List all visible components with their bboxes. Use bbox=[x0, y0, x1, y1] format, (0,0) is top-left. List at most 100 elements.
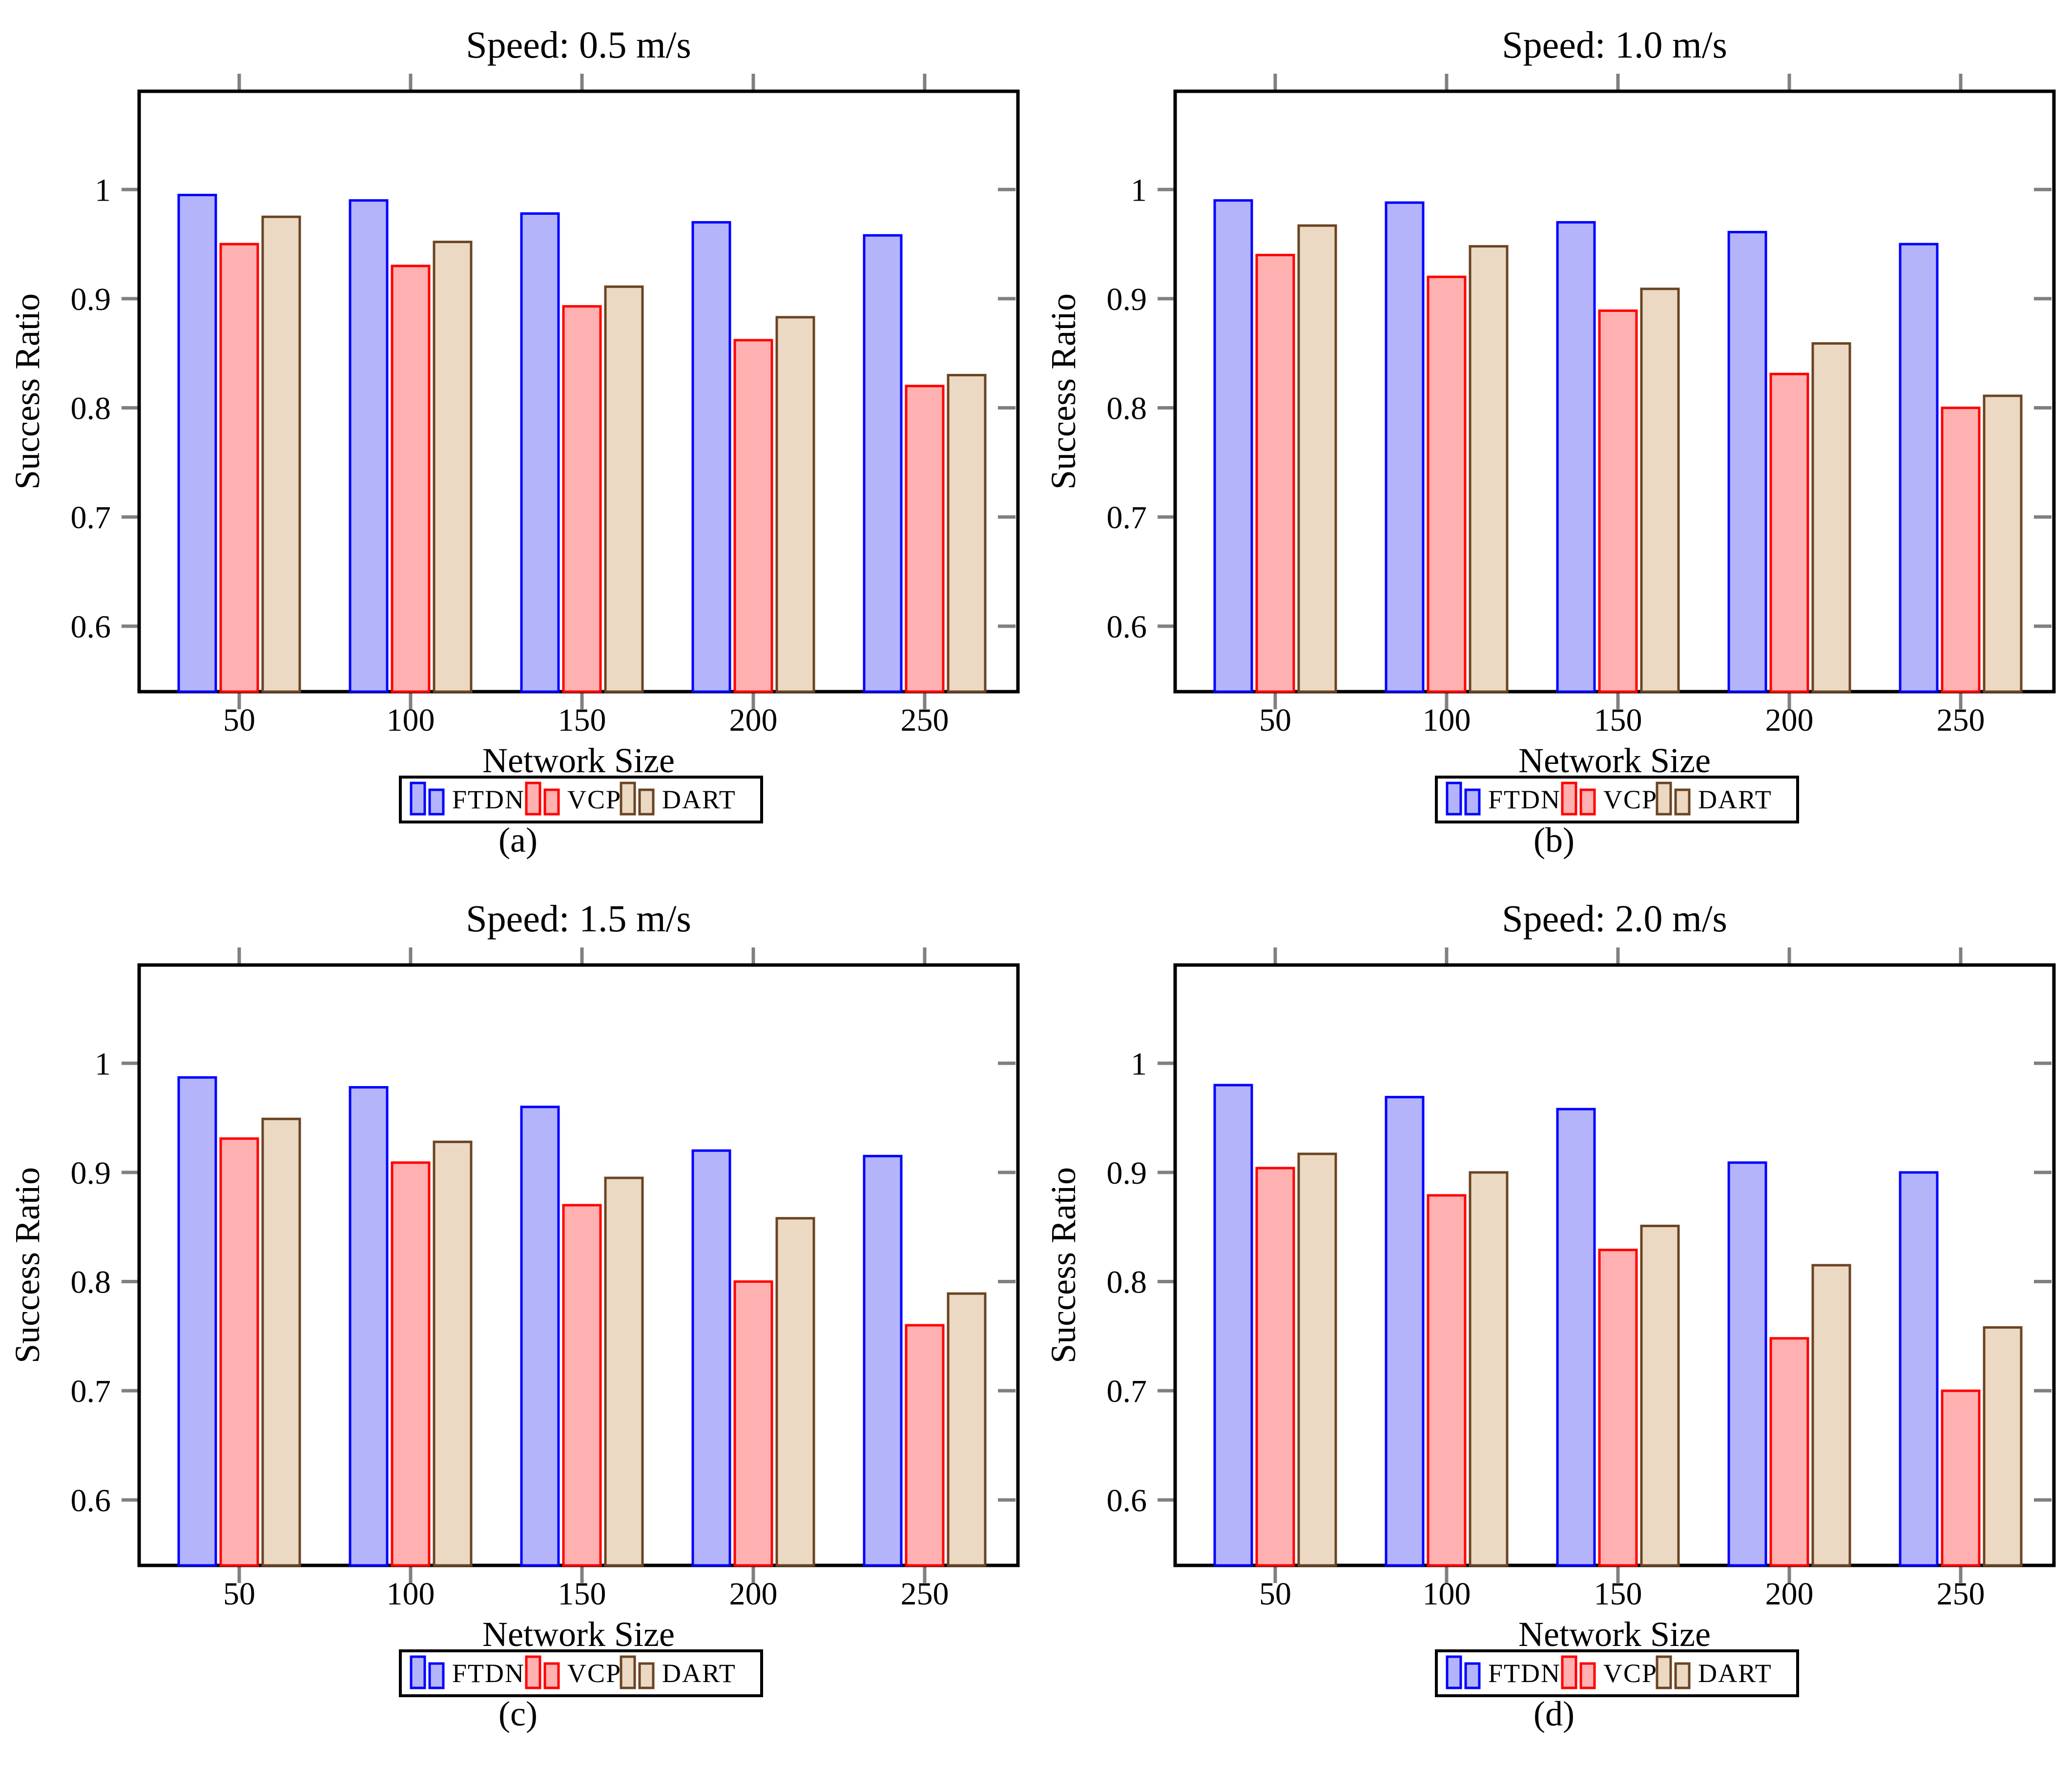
chart-c: 1 0.9 0.8 0.7 0.6 50 100 150 200 250 Speed: 1.5 m/… bbox=[8, 897, 1020, 1733]
x-tick-label: 150 bbox=[1594, 702, 1642, 738]
bar-vcp bbox=[733, 1280, 773, 1567]
bar-ftdn bbox=[1385, 201, 1425, 693]
legend-label-dart: DART bbox=[662, 1659, 736, 1688]
legend-swatch-vcp bbox=[543, 788, 560, 816]
legend-swatch-dart bbox=[620, 781, 636, 816]
legend-swatch-ftdn bbox=[1446, 781, 1462, 816]
x-tick-label: 50 bbox=[223, 702, 255, 738]
x-tick-label: 200 bbox=[729, 1576, 778, 1612]
y-tick-label: 0.6 bbox=[71, 1483, 111, 1519]
y-axis-label: Success Ratio bbox=[8, 293, 47, 490]
x-tick-label: 250 bbox=[1937, 702, 1985, 738]
x-tick-label: 50 bbox=[1259, 702, 1291, 738]
legend-swatch-dart bbox=[638, 788, 655, 816]
bar-ftdn bbox=[520, 1106, 560, 1567]
x-tick-label: 100 bbox=[1423, 702, 1471, 738]
legend-swatch-vcp bbox=[1579, 788, 1596, 816]
y-tick-label: 0.8 bbox=[1107, 1265, 1147, 1300]
x-axis-label: Network Size bbox=[482, 1615, 675, 1654]
legend-swatch-dart bbox=[1656, 781, 1672, 816]
x-tick-label: 150 bbox=[1594, 1576, 1642, 1612]
bar-vcp bbox=[1427, 275, 1467, 693]
x-tick-label: 150 bbox=[558, 1576, 606, 1612]
chart-d: 1 0.9 0.8 0.7 0.6 50 100 150 200 250 Speed: 2.0 m/… bbox=[1044, 897, 2056, 1733]
panel-speed-0-5: 1 0.9 0.8 0.7 0.6 50 100 150 200 250 Speed: 0.5 m/… bbox=[0, 0, 1036, 893]
legend-swatch-ftdn bbox=[1464, 1662, 1481, 1689]
bar-dart bbox=[1983, 394, 2023, 693]
bar-ftdn bbox=[177, 1076, 217, 1567]
panel-speed-1-0: 1 0.9 0.8 0.7 0.6 50 100 150 200 250 Speed: 1.0 m/… bbox=[1036, 0, 2072, 893]
legend-box bbox=[1435, 776, 1799, 823]
x-tick-label: 100 bbox=[1423, 1576, 1471, 1612]
bar-dart bbox=[1297, 224, 1337, 693]
y-tick-label: 0.7 bbox=[71, 1374, 111, 1409]
chart-title: Speed: 1.5 m/s bbox=[466, 897, 691, 940]
y-tick-label: 0.6 bbox=[1107, 1483, 1147, 1519]
bar-vcp bbox=[562, 305, 602, 693]
y-tick-label: 0.7 bbox=[71, 500, 111, 535]
bar-ftdn bbox=[1556, 1108, 1596, 1567]
bar-vcp bbox=[733, 339, 773, 693]
bar-ftdn bbox=[1899, 243, 1939, 693]
legend-swatch-vcp bbox=[1561, 1655, 1577, 1689]
legend-swatch-ftdn bbox=[428, 788, 445, 816]
legend-label-vcp: VCP bbox=[567, 785, 622, 814]
bar-ftdn bbox=[863, 1154, 903, 1567]
subfigure-caption: (a) bbox=[498, 821, 538, 860]
bar-dart bbox=[1469, 1171, 1509, 1567]
x-tick-label: 250 bbox=[901, 1576, 949, 1612]
y-tick-label: 1 bbox=[1131, 1046, 1147, 1082]
x-tick-label: 200 bbox=[1765, 702, 1814, 738]
bar-ftdn bbox=[1556, 221, 1596, 693]
legend-swatch-ftdn bbox=[410, 1655, 426, 1689]
legend-swatch-ftdn bbox=[1446, 1655, 1462, 1689]
legend-swatch-dart bbox=[638, 1662, 655, 1689]
legend-swatch-vcp bbox=[525, 781, 541, 816]
bar-vcp bbox=[219, 1137, 259, 1567]
legend-label-vcp: VCP bbox=[1603, 785, 1658, 814]
bar-ftdn bbox=[863, 234, 903, 693]
subfigure-caption: (c) bbox=[498, 1694, 538, 1733]
bar-dart bbox=[261, 1117, 301, 1567]
legend-box bbox=[399, 1649, 763, 1697]
bar-ftdn bbox=[520, 212, 560, 693]
y-tick-label: 1 bbox=[95, 1046, 111, 1082]
y-tick-label: 0.8 bbox=[1107, 391, 1147, 427]
bar-ftdn bbox=[691, 221, 731, 693]
subfigure-caption: (b) bbox=[1533, 821, 1575, 860]
y-tick-label: 0.6 bbox=[1107, 609, 1147, 645]
legend-label-vcp: VCP bbox=[1603, 1659, 1658, 1688]
y-tick-label: 0.7 bbox=[1107, 1374, 1147, 1409]
x-tick-label: 200 bbox=[729, 702, 778, 738]
x-tick-label: 250 bbox=[901, 702, 949, 738]
bar-vcp bbox=[1427, 1194, 1467, 1567]
chart-title: Speed: 1.0 m/s bbox=[1502, 23, 1727, 66]
bar-ftdn bbox=[1213, 199, 1253, 693]
y-tick-label: 0.9 bbox=[71, 1155, 111, 1191]
bar-dart bbox=[1640, 288, 1680, 693]
y-axis-label: Success Ratio bbox=[8, 1167, 47, 1363]
bar-vcp bbox=[391, 1161, 431, 1567]
bar-vcp bbox=[1255, 254, 1295, 693]
chart-a: 1 0.9 0.8 0.7 0.6 50 100 150 200 250 Speed: 0.5 m/… bbox=[8, 23, 1020, 860]
x-tick-label: 200 bbox=[1765, 1576, 1814, 1612]
bar-ftdn bbox=[1727, 231, 1767, 693]
x-tick-label: 250 bbox=[1937, 1576, 1985, 1612]
bar-ftdn bbox=[1899, 1171, 1939, 1567]
legend-label-dart: DART bbox=[662, 785, 736, 814]
bar-vcp bbox=[1941, 407, 1981, 693]
bar-vcp bbox=[905, 1324, 945, 1567]
y-tick-label: 1 bbox=[1131, 172, 1147, 208]
legend-swatch-dart bbox=[1674, 1662, 1691, 1689]
bar-ftdn bbox=[177, 194, 217, 693]
x-axis-label: Network Size bbox=[1518, 1615, 1711, 1654]
legend-swatch-ftdn bbox=[410, 781, 426, 816]
legend-label-ftdn: FTDN bbox=[1488, 785, 1561, 814]
bar-dart bbox=[775, 1217, 815, 1567]
y-axis-label: Success Ratio bbox=[1044, 1167, 1083, 1363]
bar-vcp bbox=[1769, 1337, 1809, 1567]
bar-ftdn bbox=[1385, 1096, 1425, 1567]
bar-vcp bbox=[1598, 309, 1638, 693]
bar-ftdn bbox=[1727, 1161, 1767, 1567]
